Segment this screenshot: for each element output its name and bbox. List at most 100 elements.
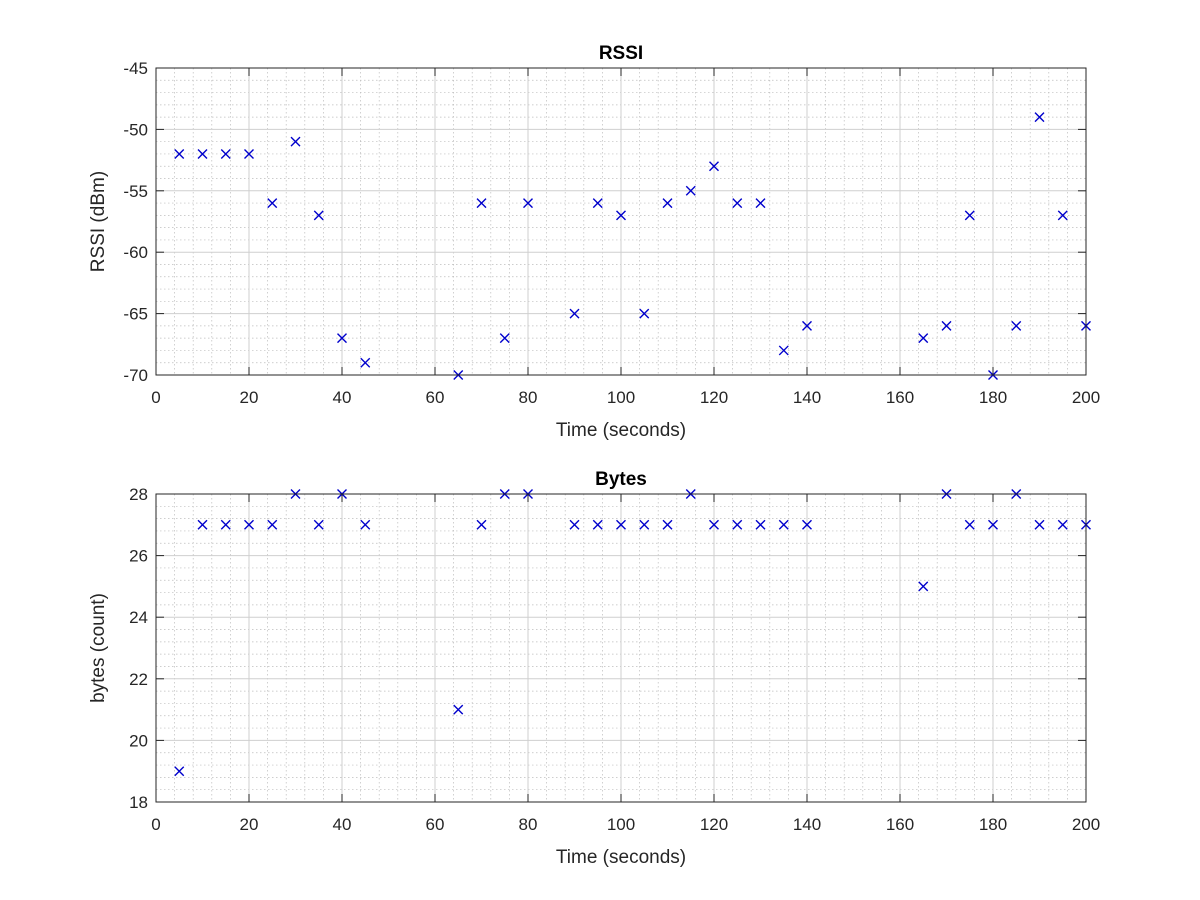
bytes-x-tick-label: 80 — [519, 815, 538, 834]
bytes-major-grid — [156, 494, 1086, 802]
bytes-data-point — [709, 519, 719, 530]
rssi-data-point — [337, 333, 347, 344]
rssi-data-point — [802, 320, 812, 331]
rssi-x-tick-label: 180 — [979, 388, 1007, 407]
rssi-data-point — [941, 320, 952, 331]
rssi-data-point — [732, 198, 743, 209]
bytes-tick-marks — [155, 493, 1087, 803]
rssi-x-tick-label: 120 — [700, 388, 728, 407]
rssi-data-point — [918, 333, 929, 344]
rssi-y-tick-label: -65 — [123, 305, 148, 324]
rssi-x-tick-label: 100 — [607, 388, 635, 407]
rssi-data-point — [197, 148, 208, 159]
rssi-data-point — [662, 198, 673, 209]
bytes-y-tick-label: 28 — [129, 485, 148, 504]
rssi-data-point — [616, 210, 626, 221]
rssi-data-point — [592, 198, 603, 209]
rssi-chart-title: RSSI — [599, 43, 643, 64]
bytes-y-axis-label: bytes (count) — [88, 593, 109, 703]
bytes-x-tick-labels: 0 20 40 60 80 100 120 140 160 180 200 — [151, 815, 1100, 834]
bytes-data-point — [220, 519, 231, 530]
rssi-y-tick-label: -45 — [123, 59, 148, 78]
rssi-x-tick-labels: 0 20 40 60 80 100 120 140 160 180 200 — [151, 388, 1100, 407]
rssi-data-point — [476, 198, 487, 209]
bytes-x-tick-label: 100 — [607, 815, 635, 834]
bytes-data-point — [639, 519, 650, 530]
rssi-data-point — [778, 345, 789, 356]
rssi-data-point — [267, 198, 278, 209]
bytes-data-point — [592, 519, 603, 530]
bytes-data-point — [662, 519, 673, 530]
bytes-data-series — [174, 489, 1091, 777]
rssi-data-point — [499, 333, 510, 344]
bytes-data-point — [1057, 519, 1068, 530]
bytes-y-tick-label: 24 — [129, 608, 148, 627]
bytes-data-point — [732, 519, 743, 530]
rssi-data-point — [360, 357, 371, 368]
rssi-data-point — [174, 148, 185, 159]
bytes-data-point — [197, 519, 208, 530]
rssi-data-point — [709, 161, 719, 172]
rssi-y-tick-labels: -70 -65 -60 -55 -50 -45 — [123, 59, 148, 385]
bytes-data-point — [313, 519, 324, 530]
bytes-data-point — [244, 519, 254, 530]
rssi-data-point — [685, 185, 696, 196]
bytes-data-point — [267, 519, 278, 530]
rssi-data-point — [569, 308, 580, 319]
bytes-data-point — [569, 519, 580, 530]
rssi-subplot: 0 20 40 60 80 100 120 140 160 180 200 -70 -65 -60 -55… — [88, 43, 1100, 441]
bytes-y-tick-label: 18 — [129, 793, 148, 812]
bytes-subplot: 0 20 40 60 80 100 120 140 160 180 200 18 20 22 24 26 28… — [88, 469, 1100, 868]
rssi-data-point — [1057, 210, 1068, 221]
rssi-tick-marks — [155, 67, 1087, 376]
rssi-x-tick-label: 0 — [151, 388, 160, 407]
rssi-data-point — [523, 198, 533, 209]
rssi-data-point — [290, 136, 301, 147]
bytes-x-tick-label: 120 — [700, 815, 728, 834]
bytes-chart-title: Bytes — [595, 469, 647, 490]
rssi-data-point — [639, 308, 650, 319]
bytes-x-tick-label: 140 — [793, 815, 821, 834]
bytes-data-point — [755, 519, 766, 530]
bytes-x-tick-label: 200 — [1072, 815, 1100, 834]
bytes-y-tick-label: 20 — [129, 731, 148, 750]
rssi-x-tick-label: 60 — [426, 388, 445, 407]
rssi-data-point — [313, 210, 324, 221]
rssi-data-point — [220, 148, 231, 159]
bytes-data-point — [174, 766, 185, 777]
rssi-x-tick-label: 40 — [333, 388, 352, 407]
bytes-x-tick-label: 60 — [426, 815, 445, 834]
bytes-data-point — [453, 704, 464, 715]
bytes-data-point — [964, 519, 975, 530]
bytes-data-point — [476, 519, 487, 530]
rssi-data-series — [174, 112, 1091, 380]
bytes-data-point — [360, 519, 371, 530]
rssi-data-point — [964, 210, 975, 221]
bytes-data-point — [988, 519, 998, 530]
bytes-data-point — [778, 519, 789, 530]
bytes-x-tick-label: 0 — [151, 815, 160, 834]
rssi-data-point — [244, 148, 254, 159]
rssi-y-tick-label: -55 — [123, 182, 148, 201]
rssi-x-tick-label: 140 — [793, 388, 821, 407]
rssi-x-tick-label: 20 — [240, 388, 259, 407]
rssi-y-tick-label: -60 — [123, 243, 148, 262]
rssi-y-tick-label: -50 — [123, 120, 148, 139]
bytes-data-point — [918, 581, 929, 592]
bytes-x-tick-label: 40 — [333, 815, 352, 834]
rssi-y-axis-label: RSSI (dBm) — [88, 171, 109, 272]
rssi-data-point — [1034, 112, 1045, 123]
bytes-y-tick-labels: 18 20 22 24 26 28 — [129, 485, 148, 812]
bytes-data-point — [802, 519, 812, 530]
bytes-y-tick-label: 22 — [129, 670, 148, 689]
bytes-x-tick-label: 180 — [979, 815, 1007, 834]
bytes-x-axis-label: Time (seconds) — [556, 847, 686, 868]
bytes-y-tick-label: 26 — [129, 547, 148, 566]
rssi-y-tick-label: -70 — [123, 366, 148, 385]
rssi-x-tick-label: 200 — [1072, 388, 1100, 407]
bytes-data-point — [1034, 519, 1045, 530]
bytes-x-tick-label: 160 — [886, 815, 914, 834]
rssi-data-point — [1011, 320, 1022, 331]
rssi-x-axis-label: Time (seconds) — [556, 420, 686, 441]
